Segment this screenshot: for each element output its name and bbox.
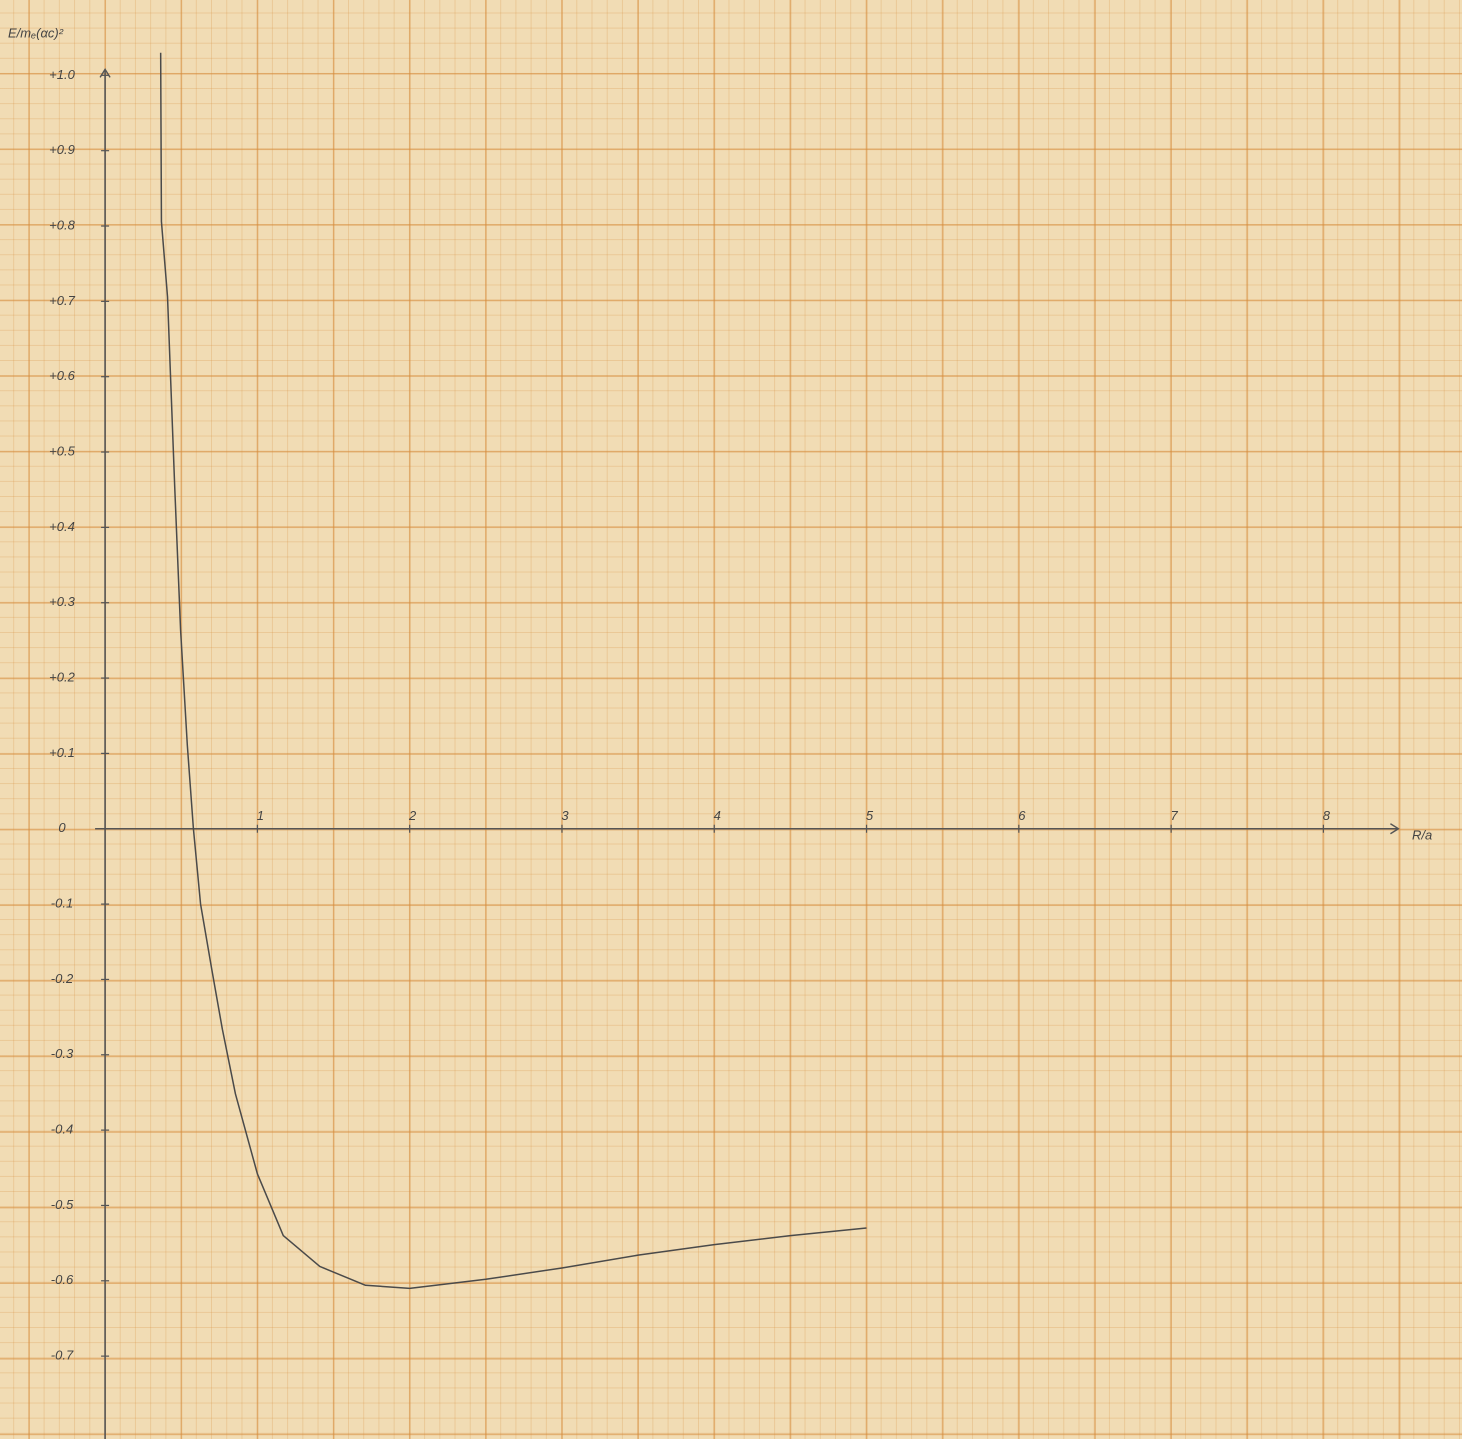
y-tick-label: -0.1 bbox=[51, 896, 73, 911]
y-tick-label: +0.6 bbox=[49, 368, 75, 383]
y-tick-label: +0.4 bbox=[49, 519, 75, 534]
x-tick-label: 1 bbox=[257, 808, 264, 823]
x-tick-label: 8 bbox=[1323, 808, 1331, 823]
x-tick-label: 7 bbox=[1171, 808, 1179, 823]
y-tick-label: +0.9 bbox=[49, 142, 75, 157]
y-tick-label: -0.6 bbox=[51, 1272, 74, 1287]
y-tick-label: +0.3 bbox=[49, 594, 75, 609]
x-axis-label: R/a bbox=[1412, 827, 1432, 842]
y-axis-arrow bbox=[99, 68, 111, 78]
x-tick-label: 5 bbox=[866, 808, 874, 823]
y-axis-label: E/mₑ(αc)² bbox=[8, 25, 64, 40]
x-axis-arrow bbox=[1390, 823, 1400, 835]
x-tick-label: 4 bbox=[714, 808, 721, 823]
y-tick-label: 0 bbox=[58, 820, 66, 835]
y-tick-label: +0.8 bbox=[49, 217, 75, 232]
y-tick-label: -0.3 bbox=[51, 1046, 74, 1061]
y-tick-label: +0.2 bbox=[49, 670, 75, 685]
x-tick-label: 3 bbox=[561, 808, 569, 823]
y-tick-label: +0.5 bbox=[49, 443, 75, 458]
x-tick-label: 2 bbox=[408, 808, 417, 823]
y-tick-label: -0.5 bbox=[51, 1197, 74, 1212]
y-tick-label: +0.7 bbox=[49, 293, 75, 308]
y-tick-label: +1.0 bbox=[49, 67, 75, 82]
y-tick-label: -0.2 bbox=[51, 971, 74, 986]
x-tick-label: 6 bbox=[1018, 808, 1026, 823]
y-tick-label: +0.1 bbox=[49, 745, 75, 760]
y-tick-label: -0.4 bbox=[51, 1122, 73, 1137]
y-tick-label: -0.7 bbox=[51, 1348, 74, 1363]
curve bbox=[159, 52, 867, 1290]
